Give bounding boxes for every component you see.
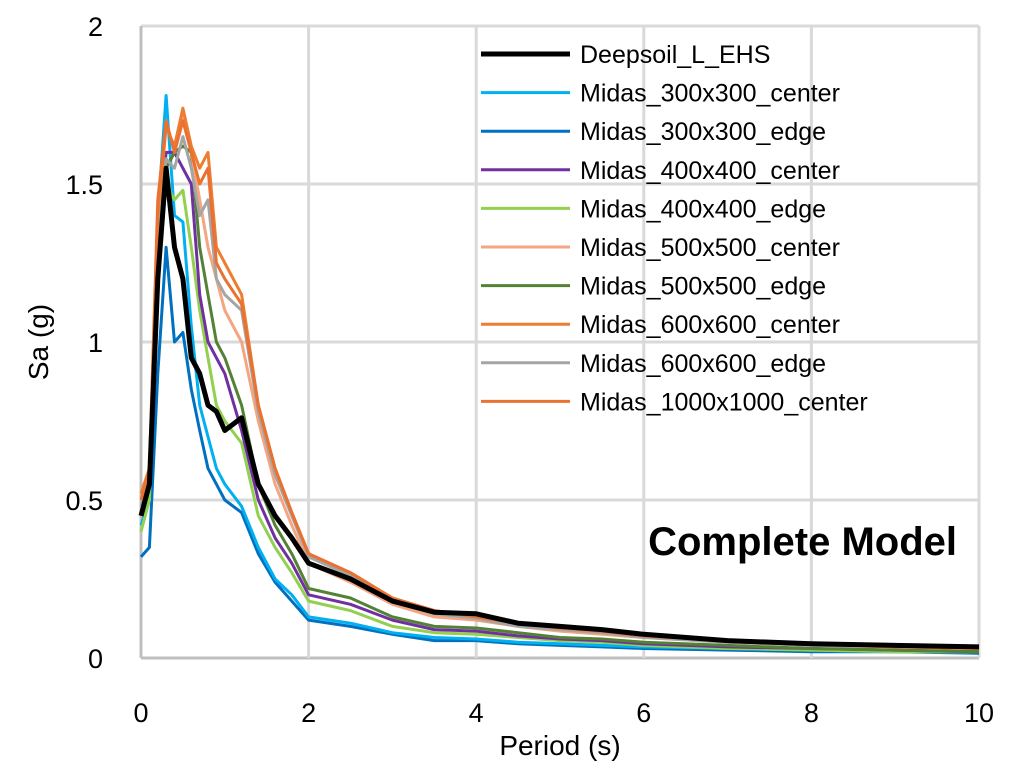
x-tick-label: 2 bbox=[301, 698, 316, 728]
x-tick-label: 6 bbox=[636, 698, 651, 728]
annotation-complete-model: Complete Model bbox=[648, 520, 957, 564]
legend-label: Midas_500x500_edge bbox=[580, 273, 826, 301]
series-line-Midas_400x400_center bbox=[139, 150, 980, 654]
series-line-Midas_400x400_edge bbox=[139, 182, 979, 654]
legend-label: Deepsoil_L_EHS bbox=[580, 41, 770, 69]
legend-label: Midas_500x500_center bbox=[580, 234, 840, 262]
y-axis-title: Sa (g) bbox=[23, 304, 54, 380]
y-tick-label: 1.5 bbox=[65, 170, 103, 200]
legend: Deepsoil_L_EHS Midas_300x300_center Midas_… bbox=[481, 41, 868, 416]
x-tick-label: 4 bbox=[469, 698, 484, 728]
series-line-Deepsoil_L_EHS bbox=[138, 165, 980, 650]
y-tick-label: 1 bbox=[88, 328, 103, 358]
x-tick-label: 8 bbox=[804, 698, 819, 728]
legend-label: Midas_600x600_center bbox=[580, 311, 840, 339]
legend-label: Midas_400x400_edge bbox=[580, 195, 826, 223]
x-tick-label: 10 bbox=[964, 698, 994, 728]
y-tick-label: 0 bbox=[88, 644, 103, 674]
legend-label: Midas_600x600_edge bbox=[580, 350, 826, 378]
x-axis-title: Period (s) bbox=[499, 730, 620, 761]
series-line-Midas_300x300_center bbox=[139, 94, 979, 654]
x-tick-label: 0 bbox=[133, 698, 148, 728]
tick-labels: 0 0.5 1 1.5 2 0 2 4 6 8 10 bbox=[65, 12, 994, 728]
legend-label: Midas_300x300_center bbox=[580, 80, 840, 108]
y-tick-label: 0.5 bbox=[65, 486, 103, 516]
legend-label: Midas_300x300_edge bbox=[580, 118, 826, 146]
series-lines bbox=[138, 94, 980, 655]
legend-label: Midas_1000x1000_center bbox=[580, 388, 868, 416]
y-tick-label: 2 bbox=[88, 12, 103, 42]
legend-label: Midas_400x400_center bbox=[580, 157, 840, 185]
series-line-Midas_300x300_edge bbox=[139, 245, 980, 655]
series-line-Midas_600x600_edge bbox=[139, 135, 980, 650]
